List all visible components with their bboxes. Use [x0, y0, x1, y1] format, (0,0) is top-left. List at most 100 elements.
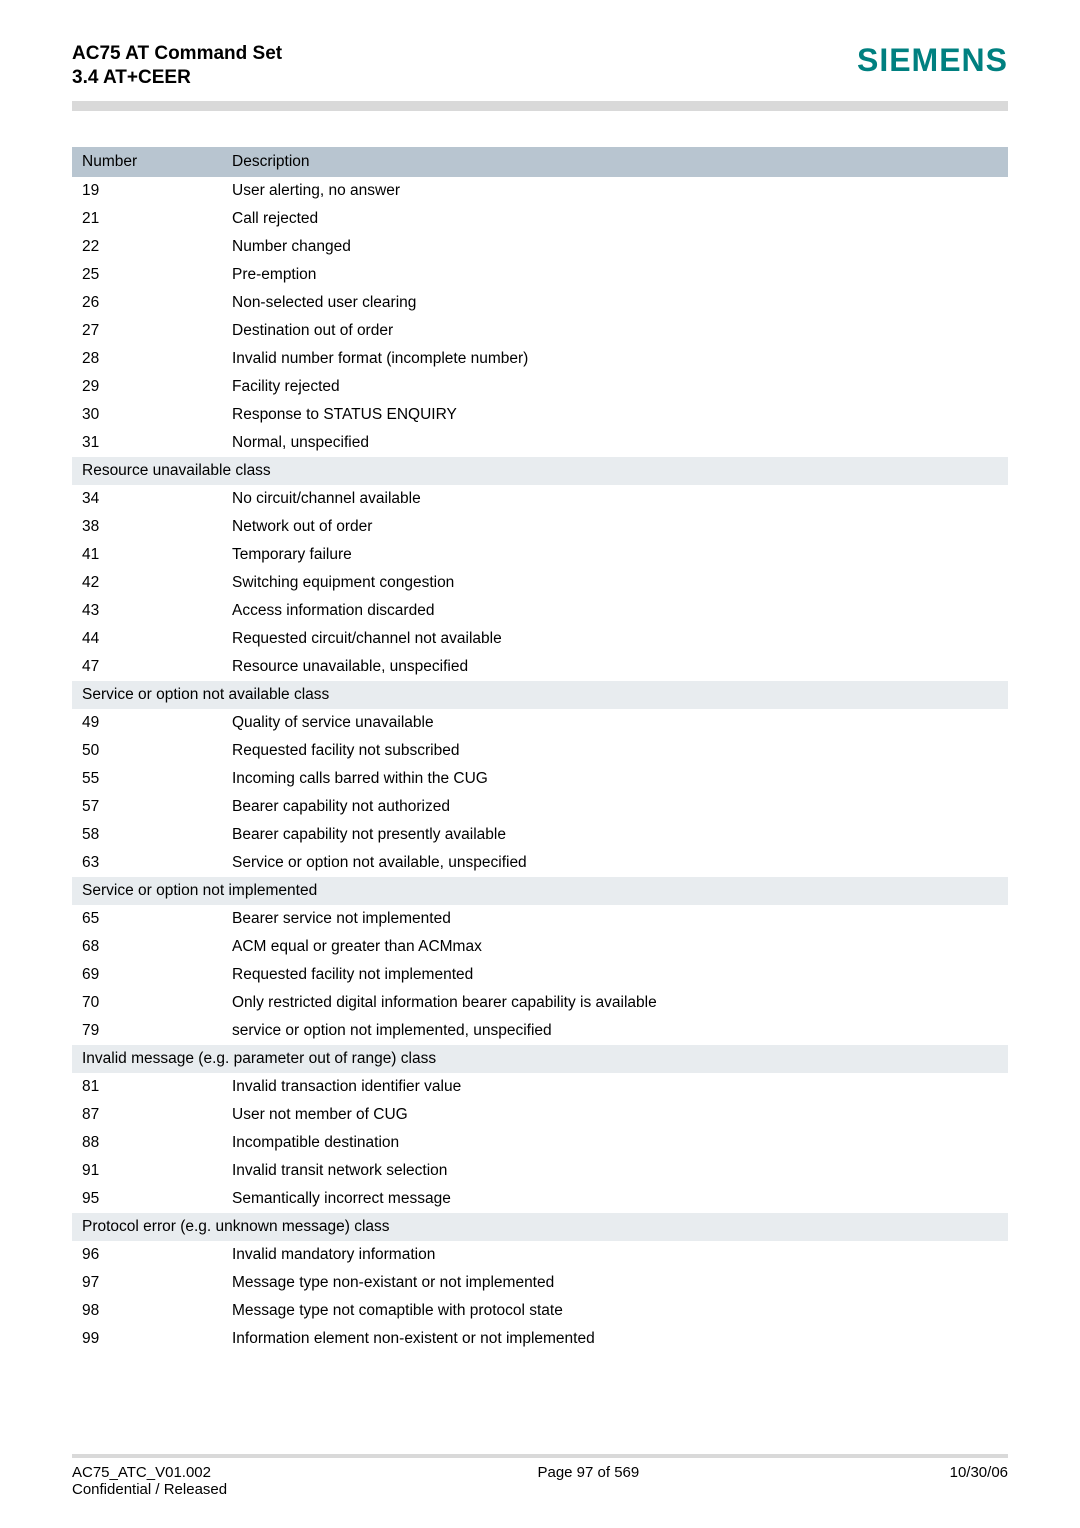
cell-description: Information element non-existent or not … [222, 1325, 1008, 1353]
cell-number: 69 [72, 961, 222, 989]
cell-number: 47 [72, 653, 222, 681]
table-row: 95Semantically incorrect message [72, 1185, 1008, 1213]
cell-description: Requested facility not subscribed [222, 737, 1008, 765]
cell-description: Call rejected [222, 205, 1008, 233]
header-rule [72, 101, 1008, 111]
cell-number: 57 [72, 793, 222, 821]
page: AC75 AT Command Set 3.4 AT+CEER SIEMENS … [0, 0, 1080, 1528]
footer-confidential: Confidential / Released [72, 1481, 227, 1498]
table-row: 68ACM equal or greater than ACMmax [72, 933, 1008, 961]
table-section-row: Service or option not implemented [72, 877, 1008, 905]
cell-description: Access information discarded [222, 597, 1008, 625]
doc-title-line1: AC75 AT Command Set [72, 42, 282, 67]
table-row: 57Bearer capability not authorized [72, 793, 1008, 821]
table-row: 25Pre-emption [72, 261, 1008, 289]
table-header-row: Number Description [72, 147, 1008, 177]
cell-number: 22 [72, 233, 222, 261]
cell-number: 19 [72, 177, 222, 205]
cell-description: Incompatible destination [222, 1129, 1008, 1157]
section-label: Service or option not implemented [72, 877, 1008, 905]
cell-description: Service or option not available, unspeci… [222, 849, 1008, 877]
cell-description: Invalid number format (incomplete number… [222, 345, 1008, 373]
cell-description: No circuit/channel available [222, 485, 1008, 513]
table-section-row: Invalid message (e.g. parameter out of r… [72, 1045, 1008, 1073]
cell-description: Quality of service unavailable [222, 709, 1008, 737]
cell-number: 68 [72, 933, 222, 961]
table-row: 97Message type non-existant or not imple… [72, 1269, 1008, 1297]
cell-number: 55 [72, 765, 222, 793]
cell-number: 95 [72, 1185, 222, 1213]
table-row: 38Network out of order [72, 513, 1008, 541]
cell-description: Resource unavailable, unspecified [222, 653, 1008, 681]
cell-description: Semantically incorrect message [222, 1185, 1008, 1213]
cell-number: 99 [72, 1325, 222, 1353]
table-row: 69Requested facility not implemented [72, 961, 1008, 989]
cell-number: 91 [72, 1157, 222, 1185]
table-row: 34No circuit/channel available [72, 485, 1008, 513]
cell-number: 27 [72, 317, 222, 345]
cell-description: ACM equal or greater than ACMmax [222, 933, 1008, 961]
cell-number: 41 [72, 541, 222, 569]
table-row: 58Bearer capability not presently availa… [72, 821, 1008, 849]
table-row: 79service or option not implemented, uns… [72, 1017, 1008, 1045]
cell-description: Requested facility not implemented [222, 961, 1008, 989]
cell-description: User not member of CUG [222, 1101, 1008, 1129]
table-body: 19User alerting, no answer21Call rejecte… [72, 177, 1008, 1353]
section-label: Resource unavailable class [72, 457, 1008, 485]
table-section-row: Service or option not available class [72, 681, 1008, 709]
table-row: 42Switching equipment congestion [72, 569, 1008, 597]
section-label: Protocol error (e.g. unknown message) cl… [72, 1213, 1008, 1241]
table-row: 28Invalid number format (incomplete numb… [72, 345, 1008, 373]
table-row: 99Information element non-existent or no… [72, 1325, 1008, 1353]
cell-description: Non-selected user clearing [222, 289, 1008, 317]
cell-number: 38 [72, 513, 222, 541]
cell-number: 42 [72, 569, 222, 597]
cell-number: 25 [72, 261, 222, 289]
cell-description: Normal, unspecified [222, 429, 1008, 457]
col-header-description: Description [222, 147, 1008, 177]
table-row: 88Incompatible destination [72, 1129, 1008, 1157]
table-row: 50Requested facility not subscribed [72, 737, 1008, 765]
cell-number: 96 [72, 1241, 222, 1269]
col-header-number: Number [72, 147, 222, 177]
cell-number: 50 [72, 737, 222, 765]
table-row: 63Service or option not available, unspe… [72, 849, 1008, 877]
table-row: 19User alerting, no answer [72, 177, 1008, 205]
cell-description: Destination out of order [222, 317, 1008, 345]
table-section-row: Protocol error (e.g. unknown message) cl… [72, 1213, 1008, 1241]
cell-number: 98 [72, 1297, 222, 1325]
cell-description: Bearer capability not presently availabl… [222, 821, 1008, 849]
cell-description: Network out of order [222, 513, 1008, 541]
cell-number: 88 [72, 1129, 222, 1157]
table-row: 43Access information discarded [72, 597, 1008, 625]
doc-title-line2: 3.4 AT+CEER [72, 67, 282, 89]
cell-description: Facility rejected [222, 373, 1008, 401]
cell-number: 87 [72, 1101, 222, 1129]
cell-number: 29 [72, 373, 222, 401]
cell-number: 28 [72, 345, 222, 373]
cell-description: Invalid transaction identifier value [222, 1073, 1008, 1101]
table-row: 30Response to STATUS ENQUIRY [72, 401, 1008, 429]
cell-number: 31 [72, 429, 222, 457]
cell-number: 81 [72, 1073, 222, 1101]
footer-version: AC75_ATC_V01.002 [72, 1464, 211, 1481]
cell-description: Temporary failure [222, 541, 1008, 569]
table-row: 22Number changed [72, 233, 1008, 261]
cell-number: 58 [72, 821, 222, 849]
cell-number: 70 [72, 989, 222, 1017]
cell-number: 97 [72, 1269, 222, 1297]
cell-description: User alerting, no answer [222, 177, 1008, 205]
cell-description: Bearer service not implemented [222, 905, 1008, 933]
cell-number: 79 [72, 1017, 222, 1045]
table-row: 41Temporary failure [72, 541, 1008, 569]
cell-number: 65 [72, 905, 222, 933]
table-row: 49Quality of service unavailable [72, 709, 1008, 737]
table-row: 21Call rejected [72, 205, 1008, 233]
cell-description: service or option not implemented, unspe… [222, 1017, 1008, 1045]
table-row: 44Requested circuit/channel not availabl… [72, 625, 1008, 653]
cell-description: Response to STATUS ENQUIRY [222, 401, 1008, 429]
cell-number: 49 [72, 709, 222, 737]
cell-description: Pre-emption [222, 261, 1008, 289]
table-row: 98Message type not comaptible with proto… [72, 1297, 1008, 1325]
footer-date: 10/30/06 [950, 1464, 1008, 1498]
